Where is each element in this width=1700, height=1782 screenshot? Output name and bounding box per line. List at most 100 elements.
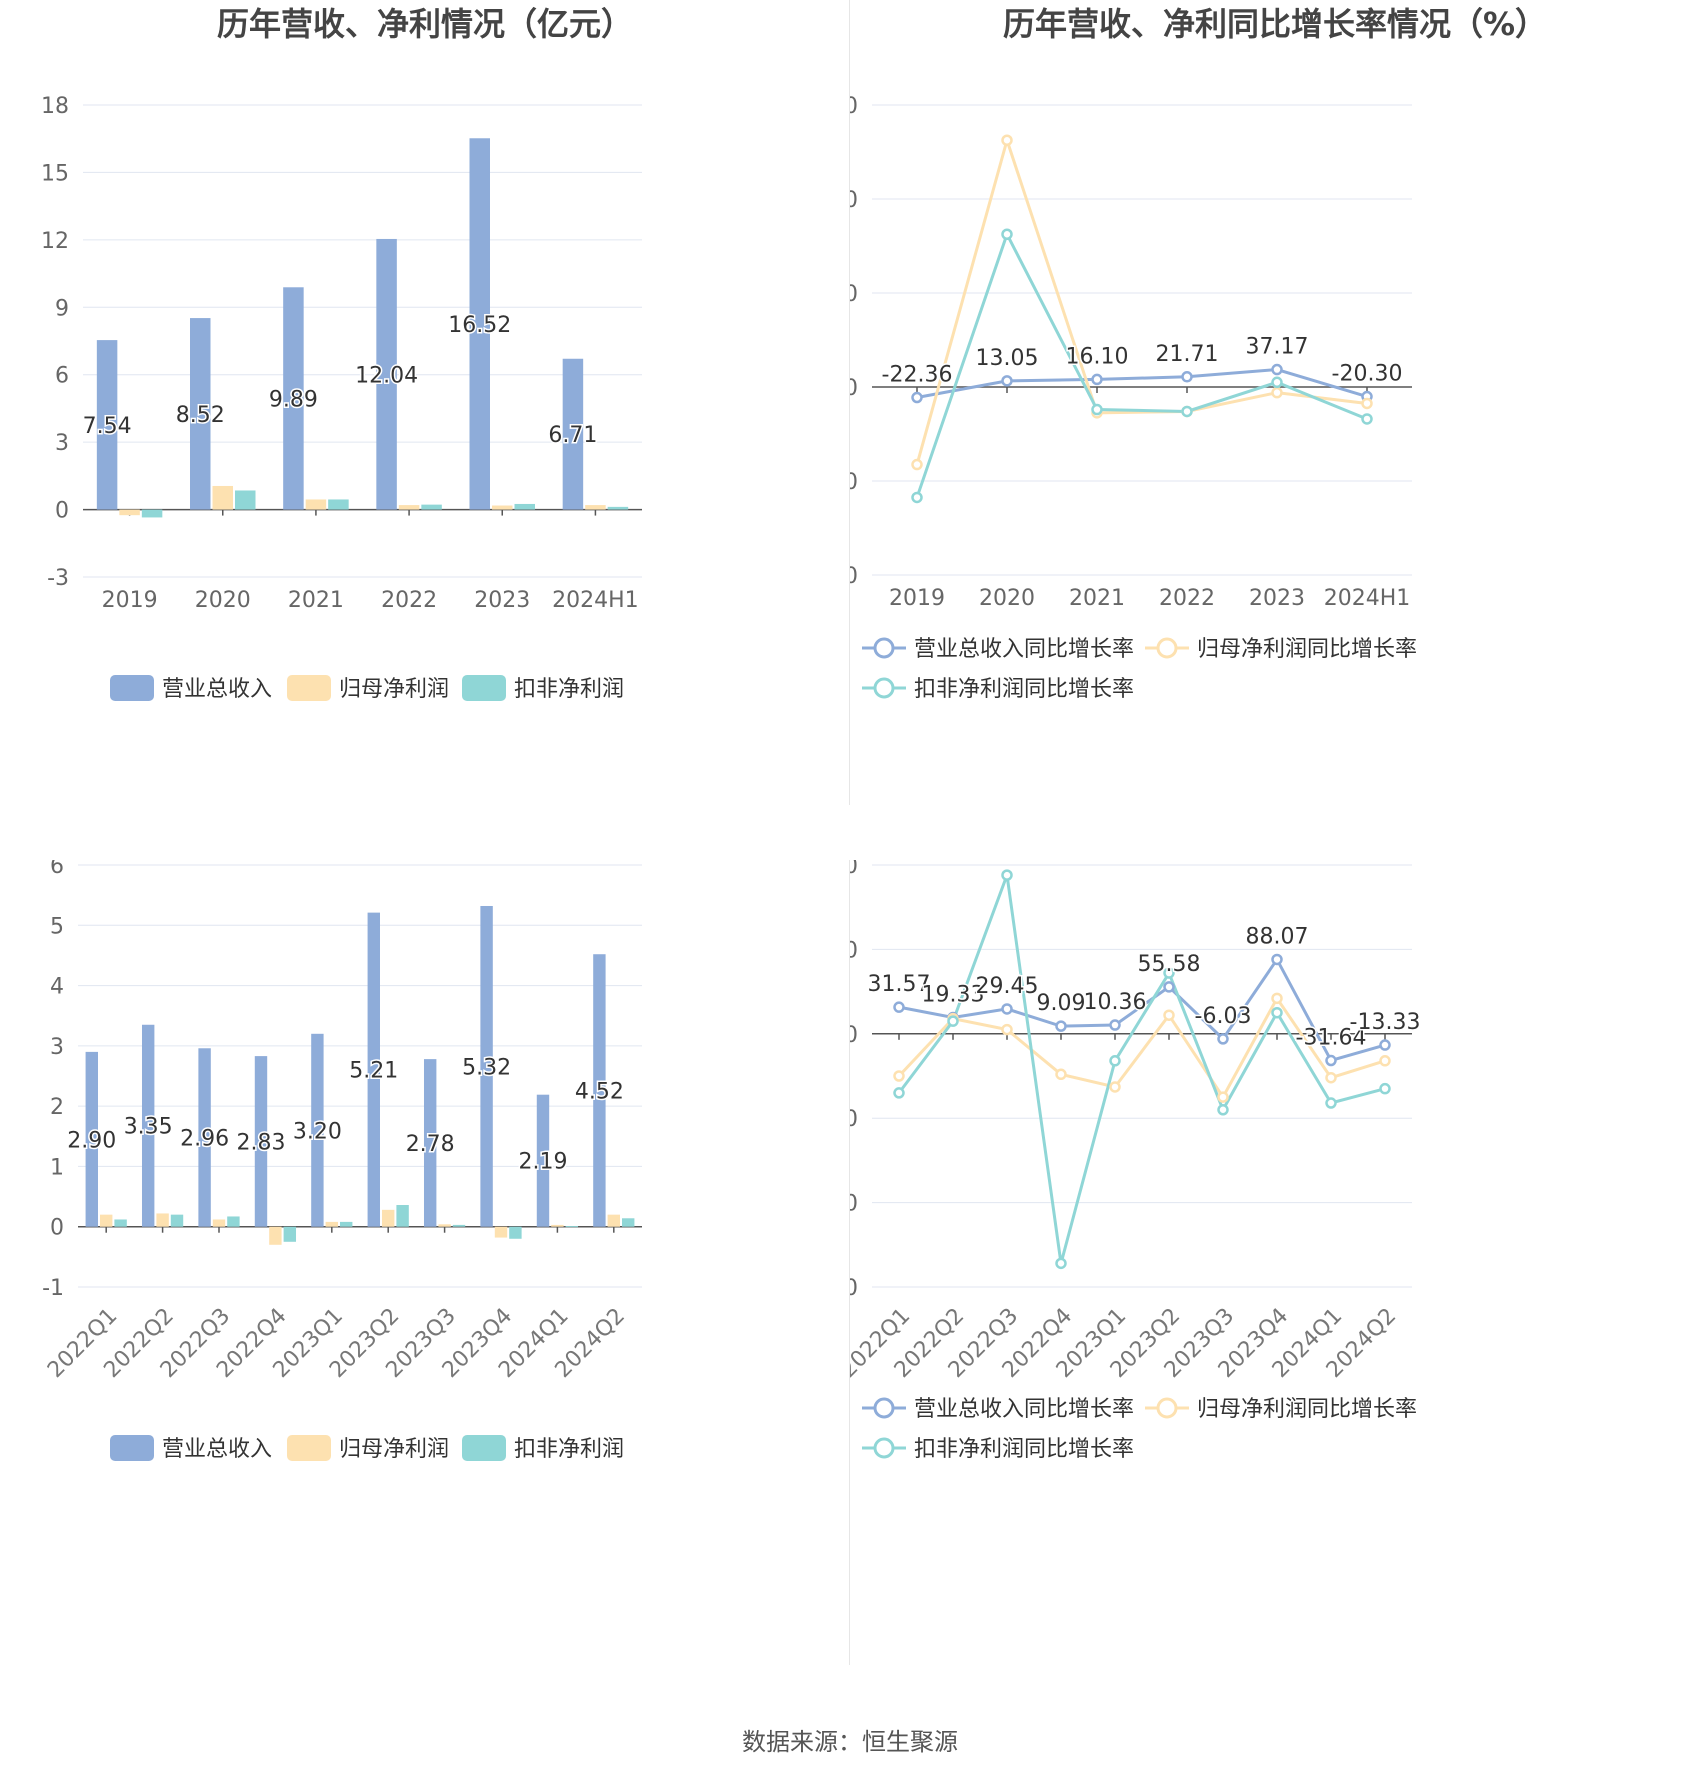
- data-label: 9.09: [1037, 991, 1086, 1016]
- bar-营业总收入-2022: [376, 238, 397, 510]
- bar-扣非净利润-2022: [421, 504, 442, 510]
- x-tick-label: 2024H1: [552, 588, 639, 613]
- point-归母净利润同比增长率-2023Q1: [1109, 1081, 1121, 1093]
- point-营业总收入同比增长率-2024Q2: [1379, 1039, 1391, 1051]
- bar-归母净利润-2019: [119, 509, 140, 516]
- point-归母净利润同比增长率-2023: [1271, 386, 1283, 399]
- y-tick-label: 100: [850, 938, 858, 963]
- point-营业总收入同比增长率-2023: [1271, 363, 1283, 376]
- data-label: 37.17: [1246, 335, 1309, 360]
- bar-扣非净利润-2022Q2: [170, 1214, 184, 1227]
- x-tick-label: 2023: [474, 588, 530, 613]
- legend-label[interactable]: 扣非净利润: [514, 1437, 624, 1462]
- y-tick-label: 6: [50, 860, 64, 879]
- y-tick-label: -3: [47, 566, 69, 591]
- y-tick-label: 200: [850, 282, 858, 307]
- legend-label[interactable]: 营业总收入同比增长率: [914, 637, 1134, 662]
- bar-营业总收入-2023: [469, 138, 491, 510]
- legend-marker[interactable]: [873, 637, 895, 659]
- bar-归母净利润-2022Q3: [212, 1219, 226, 1227]
- y-tick-label: 5: [50, 914, 64, 939]
- y-tick-label: -1: [42, 1276, 64, 1301]
- legend-swatch[interactable]: [287, 1435, 331, 1461]
- chart-title: 历年营收、净利情况（亿元）: [217, 5, 633, 43]
- legend-swatch[interactable]: [110, 675, 154, 701]
- legend-marker[interactable]: [1156, 637, 1178, 659]
- legend-marker[interactable]: [873, 1397, 895, 1419]
- x-tick-label: 2019: [889, 586, 945, 611]
- chart-body: 营收、净利季度变动情况（亿元）-101234562022Q12022Q22022…: [42, 860, 642, 1462]
- annual-revenue-profit-chart: 历年营收、净利情况（亿元） -3 0 3 6 9 12 15 18 2019 2020 2021 202…: [0, 0, 850, 860]
- point-扣非净利润同比增长率-2020: [1001, 228, 1013, 240]
- legend-marker[interactable]: [873, 677, 895, 699]
- legend-swatch[interactable]: [462, 675, 506, 701]
- legend-label[interactable]: 归母净利润: [339, 1437, 449, 1462]
- legend-label[interactable]: 扣非净利润同比增长率: [914, 677, 1134, 702]
- bar-扣非净利润-2023Q2: [396, 1205, 409, 1227]
- annual-growth-rate-chart: 历年营收、净利同比增长率情况（%） -400 -200 0 200 400 600 2019 2…: [850, 0, 1700, 860]
- legend-label[interactable]: 归母净利润同比增长率: [1197, 637, 1417, 662]
- point-营业总收入同比增长率-2022: [1181, 371, 1193, 383]
- data-label: 7.54: [83, 414, 132, 439]
- legend-marker[interactable]: [1156, 1397, 1178, 1419]
- point-扣非净利润同比增长率-2022Q2: [947, 1015, 959, 1027]
- point-归母净利润同比增长率-2023Q3: [1217, 1091, 1229, 1103]
- chart-body: 营收、净利同比增长率季度变动情况（%）-300-200-100010020020…: [850, 860, 1422, 1462]
- point-营业总收入同比增长率-2019: [911, 391, 923, 404]
- bar-扣非净利润-2023Q4: [509, 1226, 522, 1239]
- bar-营业总收入-2019: [96, 340, 118, 510]
- legend-label[interactable]: 营业总收入: [162, 1437, 272, 1462]
- x-tick-label: 2020: [195, 588, 251, 613]
- point-扣非净利润同比增长率-2023Q1: [1109, 1055, 1121, 1067]
- legend-label[interactable]: 归母净利润: [339, 677, 449, 702]
- series-line-归母净利润同比增长率: [897, 995, 1386, 1101]
- data-label: 6.71: [548, 423, 597, 448]
- point-扣非净利润同比增长率-2021: [1091, 403, 1103, 416]
- y-tick-label: 6: [55, 364, 69, 389]
- bar-营业总收入-2024Q2: [593, 954, 606, 1227]
- data-label: 8.52: [176, 403, 225, 428]
- bar-扣非净利润-2022Q4: [283, 1226, 297, 1242]
- bar-扣非净利润-2022Q3: [227, 1216, 240, 1227]
- data-label: -6.03: [1195, 1004, 1252, 1029]
- legend-label[interactable]: 扣非净利润同比增长率: [914, 1437, 1134, 1462]
- legend-label[interactable]: 归母净利润同比增长率: [1197, 1397, 1417, 1422]
- bar-营业总收入-2022Q4: [254, 1056, 268, 1227]
- quarterly-growth-rate-chart: 营收、净利同比增长率季度变动情况（%）-300-200-100010020020…: [850, 860, 1700, 1720]
- x-tick-label: 2023: [1249, 586, 1305, 611]
- series-line-营业总收入同比增长率: [898, 956, 1386, 1063]
- bar-归母净利润-2023Q4: [494, 1226, 508, 1238]
- y-tick-label: -400: [850, 564, 858, 589]
- y-tick-label: 18: [41, 94, 69, 119]
- quarterly-revenue-profit-chart: 营收、净利季度变动情况（亿元）-101234562022Q12022Q22022…: [0, 860, 850, 1720]
- divider-top: [849, 0, 850, 805]
- legend-label[interactable]: 营业总收入: [162, 677, 272, 702]
- data-label: 2.83: [236, 1130, 285, 1155]
- bar-扣非净利润-2023: [514, 503, 535, 510]
- bar-扣非净利润-2024Q2: [622, 1218, 635, 1227]
- legend-swatch[interactable]: [462, 1435, 506, 1461]
- legend-swatch[interactable]: [287, 675, 331, 701]
- x-tick-label: 2022: [1159, 586, 1215, 611]
- point-扣非净利润同比增长率-2024Q1: [1325, 1097, 1337, 1109]
- quarterly-growth-rate-svg: 营收、净利同比增长率季度变动情况（%）-300-200-100010020020…: [850, 860, 1422, 1462]
- bar-归母净利润-2022Q1: [99, 1214, 113, 1227]
- point-扣非净利润同比增长率-2022Q4: [1055, 1257, 1067, 1270]
- bar-扣非净利润-2024Q1: [565, 1226, 579, 1228]
- bar-扣非净利润-2023Q1: [340, 1221, 353, 1227]
- data-label: 16.10: [1066, 344, 1129, 369]
- data-label: 4.52: [575, 1079, 624, 1104]
- y-tick-label: -100: [850, 1107, 858, 1132]
- point-营业总收入同比增长率-2024Q1: [1325, 1054, 1337, 1067]
- bar-营业总收入-2023Q2: [367, 912, 380, 1227]
- y-tick-label: 400: [850, 188, 858, 213]
- bar-扣非净利润-2024H1: [607, 506, 629, 510]
- legend-label[interactable]: 营业总收入同比增长率: [914, 1397, 1134, 1422]
- data-label: 12.04: [355, 363, 418, 388]
- y-tick-label: 4: [50, 975, 64, 1000]
- legend-marker[interactable]: [873, 1437, 895, 1459]
- data-label: 3.20: [293, 1119, 342, 1144]
- legend-label[interactable]: 扣非净利润: [514, 677, 624, 702]
- data-label: 2.96: [180, 1126, 229, 1151]
- legend-swatch[interactable]: [110, 1435, 154, 1461]
